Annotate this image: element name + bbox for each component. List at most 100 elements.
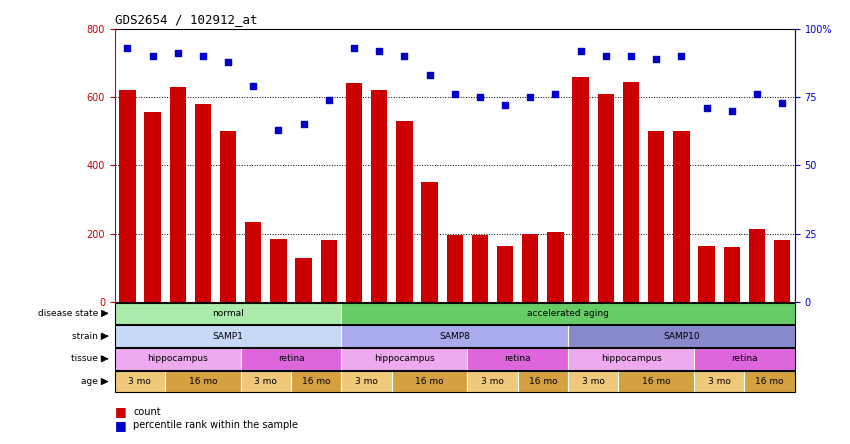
Point [171, 50, 184, 57]
Bar [169, 87, 186, 302]
Bar [195, 104, 211, 302]
Bar [623, 82, 639, 302]
Bar [115, 371, 165, 392]
Point [649, 56, 663, 63]
Text: ■: ■ [115, 405, 131, 419]
Bar [673, 131, 689, 302]
Text: 16 mo: 16 mo [302, 377, 331, 386]
Point [498, 102, 512, 109]
Text: 16 mo: 16 mo [416, 377, 444, 386]
Bar [245, 222, 262, 302]
Bar [468, 348, 568, 369]
Bar [723, 247, 740, 302]
Point [700, 104, 713, 111]
Bar [568, 371, 619, 392]
Text: normal: normal [212, 309, 244, 318]
Bar [745, 371, 795, 392]
Text: 3 mo: 3 mo [708, 377, 731, 386]
Text: 3 mo: 3 mo [355, 377, 378, 386]
Text: retina: retina [731, 354, 757, 363]
Bar [342, 371, 392, 392]
Text: count: count [133, 407, 161, 417]
Text: disease state ▶: disease state ▶ [38, 309, 108, 318]
Point [675, 53, 688, 60]
Point [398, 53, 411, 60]
Bar [774, 241, 790, 302]
Bar [568, 325, 795, 347]
Bar [342, 348, 468, 369]
Text: hippocampus: hippocampus [601, 354, 661, 363]
Point [422, 72, 436, 79]
Point [725, 107, 739, 115]
Bar [468, 371, 518, 392]
Point [145, 53, 159, 60]
Point [473, 94, 487, 101]
Point [347, 44, 360, 52]
Text: SAMP1: SAMP1 [212, 332, 243, 341]
Bar [396, 121, 412, 302]
Bar [119, 90, 135, 302]
Bar [472, 235, 488, 302]
Bar [115, 325, 342, 347]
Point [196, 53, 210, 60]
Text: retina: retina [504, 354, 531, 363]
Bar [522, 234, 539, 302]
Point [574, 47, 587, 54]
Point [775, 99, 789, 106]
Bar [694, 348, 795, 369]
Point [322, 96, 336, 103]
Bar [568, 348, 694, 369]
Bar [144, 112, 161, 302]
Point [524, 94, 537, 101]
Bar [115, 348, 241, 369]
Bar [346, 83, 362, 302]
Text: hippocampus: hippocampus [374, 354, 434, 363]
Point [297, 121, 310, 128]
Text: strain ▶: strain ▶ [72, 332, 108, 341]
Point [549, 91, 563, 98]
Bar [422, 182, 438, 302]
Point [121, 44, 134, 52]
Text: 3 mo: 3 mo [582, 377, 604, 386]
Bar [241, 348, 342, 369]
Bar [241, 371, 291, 392]
Text: SAMP8: SAMP8 [439, 332, 470, 341]
Text: ■: ■ [115, 419, 131, 432]
Bar [598, 94, 614, 302]
Bar [518, 371, 568, 392]
Point [599, 53, 613, 60]
Point [272, 127, 286, 134]
Bar [291, 371, 342, 392]
Text: GDS2654 / 102912_at: GDS2654 / 102912_at [115, 13, 258, 26]
Text: percentile rank within the sample: percentile rank within the sample [133, 420, 298, 430]
Bar [619, 371, 694, 392]
Text: 16 mo: 16 mo [189, 377, 218, 386]
Text: age ▶: age ▶ [82, 377, 108, 386]
Text: 3 mo: 3 mo [481, 377, 504, 386]
Text: 16 mo: 16 mo [642, 377, 671, 386]
Point [221, 58, 235, 65]
Bar [115, 303, 342, 324]
Bar [270, 239, 286, 302]
Point [246, 83, 260, 90]
Bar [342, 303, 795, 324]
Text: accelerated aging: accelerated aging [527, 309, 609, 318]
Point [448, 91, 462, 98]
Text: retina: retina [278, 354, 304, 363]
Bar [220, 131, 236, 302]
Point [624, 53, 638, 60]
Bar [296, 258, 312, 302]
Point [372, 47, 386, 54]
Bar [547, 232, 564, 302]
Bar [446, 235, 463, 302]
Point [751, 91, 764, 98]
Bar [165, 371, 241, 392]
Bar [573, 77, 589, 302]
Bar [320, 241, 337, 302]
Bar [749, 229, 765, 302]
Bar [699, 246, 715, 302]
Text: 16 mo: 16 mo [756, 377, 784, 386]
Text: hippocampus: hippocampus [147, 354, 208, 363]
Text: tissue ▶: tissue ▶ [71, 354, 108, 363]
Text: 16 mo: 16 mo [529, 377, 558, 386]
